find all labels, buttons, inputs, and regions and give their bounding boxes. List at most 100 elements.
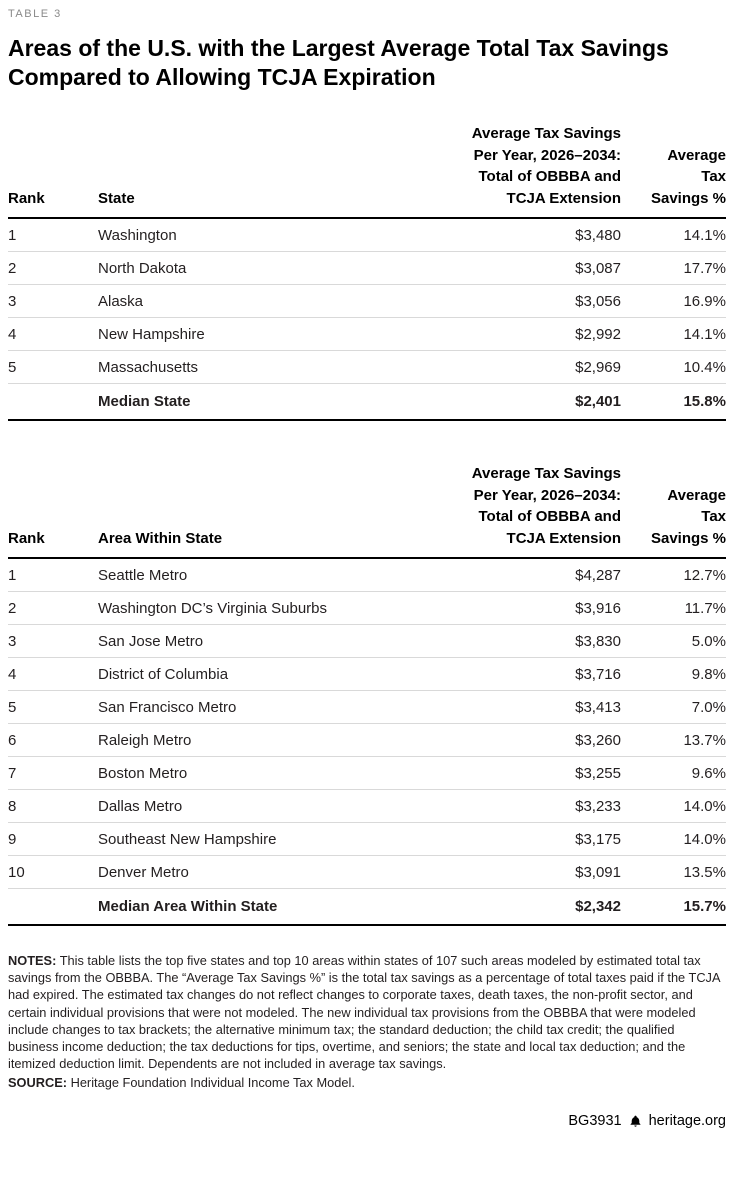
savings-cell: $3,260 xyxy=(436,723,621,757)
states-table-header: Rank State Average Tax Savings Per Year,… xyxy=(8,122,726,219)
table-row: 4 New Hampshire $2,992 14.1% xyxy=(8,317,726,351)
table-row: 1 Seattle Metro $4,287 12.7% xyxy=(8,557,726,592)
area-cell: Raleigh Metro xyxy=(98,723,436,757)
rank-cell: 8 xyxy=(8,789,98,823)
table-row: 3 Alaska $3,056 16.9% xyxy=(8,284,726,318)
savings-cell: $3,233 xyxy=(436,789,621,823)
table-row: 2 North Dakota $3,087 17.7% xyxy=(8,251,726,285)
percent-cell: 7.0% xyxy=(621,690,726,724)
savings-cell: $2,401 xyxy=(436,383,621,421)
rank-cell: 9 xyxy=(8,822,98,856)
table-row: 5 Massachusetts $2,969 10.4% xyxy=(8,350,726,384)
percent-cell: 12.7% xyxy=(621,557,726,592)
area-cell: San Francisco Metro xyxy=(98,690,436,724)
column-header-percent: Average Tax Savings % xyxy=(621,462,726,559)
state-cell: New Hampshire xyxy=(98,317,436,351)
areas-table-header: Rank Area Within State Average Tax Savin… xyxy=(8,462,726,559)
column-header-savings: Average Tax Savings Per Year, 2026–2034:… xyxy=(436,462,621,559)
source-text: Heritage Foundation Individual Income Ta… xyxy=(70,1074,355,1090)
percent-cell: 13.7% xyxy=(621,723,726,757)
footer: BG3931 heritage.org xyxy=(8,1113,726,1129)
rank-cell: 1 xyxy=(8,217,98,252)
column-header-rank: Rank xyxy=(8,122,98,219)
notes-text: This table lists the top five states and… xyxy=(8,952,720,1072)
savings-cell: $3,413 xyxy=(436,690,621,724)
area-cell: Median Area Within State xyxy=(98,888,436,926)
table-row: 2 Washington DC’s Virginia Suburbs $3,91… xyxy=(8,591,726,625)
table-row: 3 San Jose Metro $3,830 5.0% xyxy=(8,624,726,658)
source-line: SOURCE: Heritage Foundation Individual I… xyxy=(8,1074,726,1091)
area-cell: Dallas Metro xyxy=(98,789,436,823)
table-row: 6 Raleigh Metro $3,260 13.7% xyxy=(8,723,726,757)
percent-cell: 13.5% xyxy=(621,855,726,889)
savings-cell: $3,830 xyxy=(436,624,621,658)
notes-block: NOTES: This table lists the top five sta… xyxy=(8,952,726,1091)
heritage-bell-icon xyxy=(629,1114,642,1128)
savings-cell: $3,087 xyxy=(436,251,621,285)
state-cell: Washington xyxy=(98,217,436,252)
percent-cell: 14.0% xyxy=(621,789,726,823)
percent-cell: 16.9% xyxy=(621,284,726,318)
rank-cell: 5 xyxy=(8,690,98,724)
state-cell: Massachusetts xyxy=(98,350,436,384)
column-header-state: State xyxy=(98,122,436,219)
percent-cell: 11.7% xyxy=(621,591,726,625)
savings-cell: $2,992 xyxy=(436,317,621,351)
percent-cell: 5.0% xyxy=(621,624,726,658)
area-cell: Washington DC’s Virginia Suburbs xyxy=(98,591,436,625)
percent-cell: 15.8% xyxy=(621,383,726,421)
area-cell: Boston Metro xyxy=(98,756,436,790)
page-title: Areas of the U.S. with the Largest Avera… xyxy=(8,35,669,91)
percent-cell: 10.4% xyxy=(621,350,726,384)
table-label: TABLE 3 xyxy=(8,8,62,20)
column-header-percent: Average Tax Savings % xyxy=(621,122,726,219)
savings-cell: $3,716 xyxy=(436,657,621,691)
percent-cell: 14.1% xyxy=(621,217,726,252)
area-cell: Southeast New Hampshire xyxy=(98,822,436,856)
percent-cell: 14.1% xyxy=(621,317,726,351)
table-row: 1 Washington $3,480 14.1% xyxy=(8,217,726,252)
table-row: 10 Denver Metro $3,091 13.5% xyxy=(8,855,726,889)
savings-cell: $3,916 xyxy=(436,591,621,625)
savings-cell: $3,056 xyxy=(436,284,621,318)
rank-cell: 5 xyxy=(8,350,98,384)
percent-cell: 9.6% xyxy=(621,756,726,790)
savings-cell: $3,255 xyxy=(436,756,621,790)
savings-cell: $3,175 xyxy=(436,822,621,856)
percent-cell: 9.8% xyxy=(621,657,726,691)
rank-cell: 4 xyxy=(8,657,98,691)
table-row: 5 San Francisco Metro $3,413 7.0% xyxy=(8,690,726,724)
summary-row: Median Area Within State $2,342 15.7% xyxy=(8,888,726,926)
savings-cell: $2,342 xyxy=(436,888,621,926)
column-header-savings: Average Tax Savings Per Year, 2026–2034:… xyxy=(436,122,621,219)
rank-cell: 4 xyxy=(8,317,98,351)
notes-label: NOTES: xyxy=(8,952,57,968)
rank-cell: 1 xyxy=(8,557,98,592)
site-link: heritage.org xyxy=(648,1113,726,1129)
rank-cell xyxy=(8,383,98,421)
area-cell: Seattle Metro xyxy=(98,557,436,592)
table-row: 4 District of Columbia $3,716 9.8% xyxy=(8,657,726,691)
percent-cell: 15.7% xyxy=(621,888,726,926)
rank-cell: 7 xyxy=(8,756,98,790)
area-cell: District of Columbia xyxy=(98,657,436,691)
column-header-rank: Rank xyxy=(8,462,98,559)
rank-cell: 6 xyxy=(8,723,98,757)
states-table: Rank State Average Tax Savings Per Year,… xyxy=(8,122,726,421)
state-cell: North Dakota xyxy=(98,251,436,285)
table-row: 7 Boston Metro $3,255 9.6% xyxy=(8,756,726,790)
notes-paragraph: NOTES: This table lists the top five sta… xyxy=(8,952,726,1073)
areas-table-body: 1 Seattle Metro $4,287 12.7% 2 Washingto… xyxy=(8,557,726,889)
table-row: 9 Southeast New Hampshire $3,175 14.0% xyxy=(8,822,726,856)
report-page: TABLE 3 Areas of the U.S. with the Large… xyxy=(8,8,726,1129)
rank-cell: 10 xyxy=(8,855,98,889)
rank-cell: 3 xyxy=(8,624,98,658)
percent-cell: 17.7% xyxy=(621,251,726,285)
state-cell: Alaska xyxy=(98,284,436,318)
percent-cell: 14.0% xyxy=(621,822,726,856)
summary-row: Median State $2,401 15.8% xyxy=(8,383,726,421)
rank-cell xyxy=(8,888,98,926)
area-cell: San Jose Metro xyxy=(98,624,436,658)
rank-cell: 2 xyxy=(8,591,98,625)
states-summary: Median State $2,401 15.8% xyxy=(8,383,726,421)
